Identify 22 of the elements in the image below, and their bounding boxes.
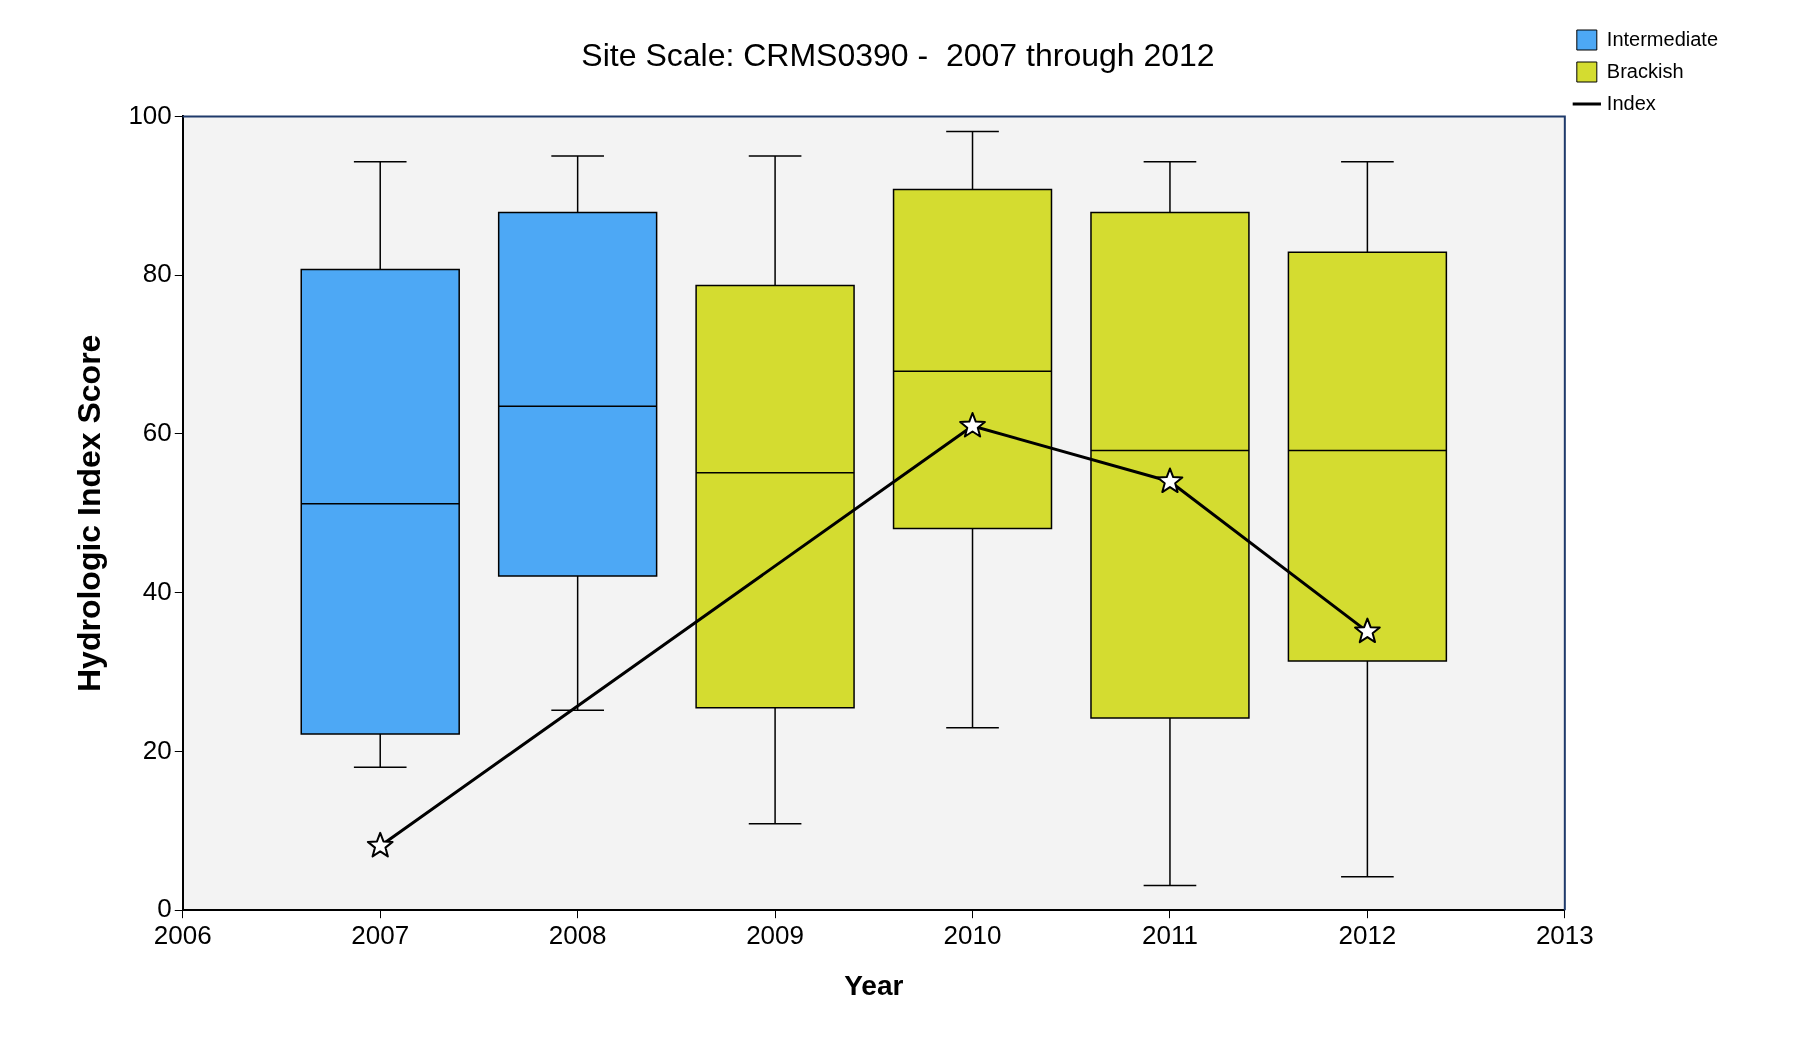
legend-label: Index (1606, 91, 1656, 114)
x-tick-label: 2011 (1142, 919, 1198, 950)
point (366, 831, 394, 858)
x-tick-label: 2008 (548, 919, 607, 950)
y-tick-label: 20 (142, 734, 172, 765)
x-tick-label: 2013 (1535, 919, 1594, 950)
legend-label: Brackish (1606, 59, 1684, 82)
x-tick-label: 2009 (746, 919, 805, 950)
x-tick-label: 2010 (943, 919, 1002, 950)
point (1156, 467, 1184, 494)
y-tick-label: 40 (142, 575, 172, 606)
point (1354, 617, 1381, 644)
x-tick-label: 2007 (351, 919, 410, 950)
y-tick-label: 80 (142, 258, 172, 289)
chart-title: Site Scale: CRMS0390 - 2007 through 2012 (581, 37, 1215, 74)
y-axis-title: Hydrologic Index Score (71, 334, 108, 693)
x-tick-label: 2012 (1338, 919, 1397, 950)
y-tick-label: 60 (142, 417, 172, 448)
y-tick-label: 100 (128, 99, 172, 130)
legend-label: Intermediate (1606, 27, 1718, 50)
x-axis-title: Year (844, 969, 904, 1001)
point (959, 411, 986, 438)
